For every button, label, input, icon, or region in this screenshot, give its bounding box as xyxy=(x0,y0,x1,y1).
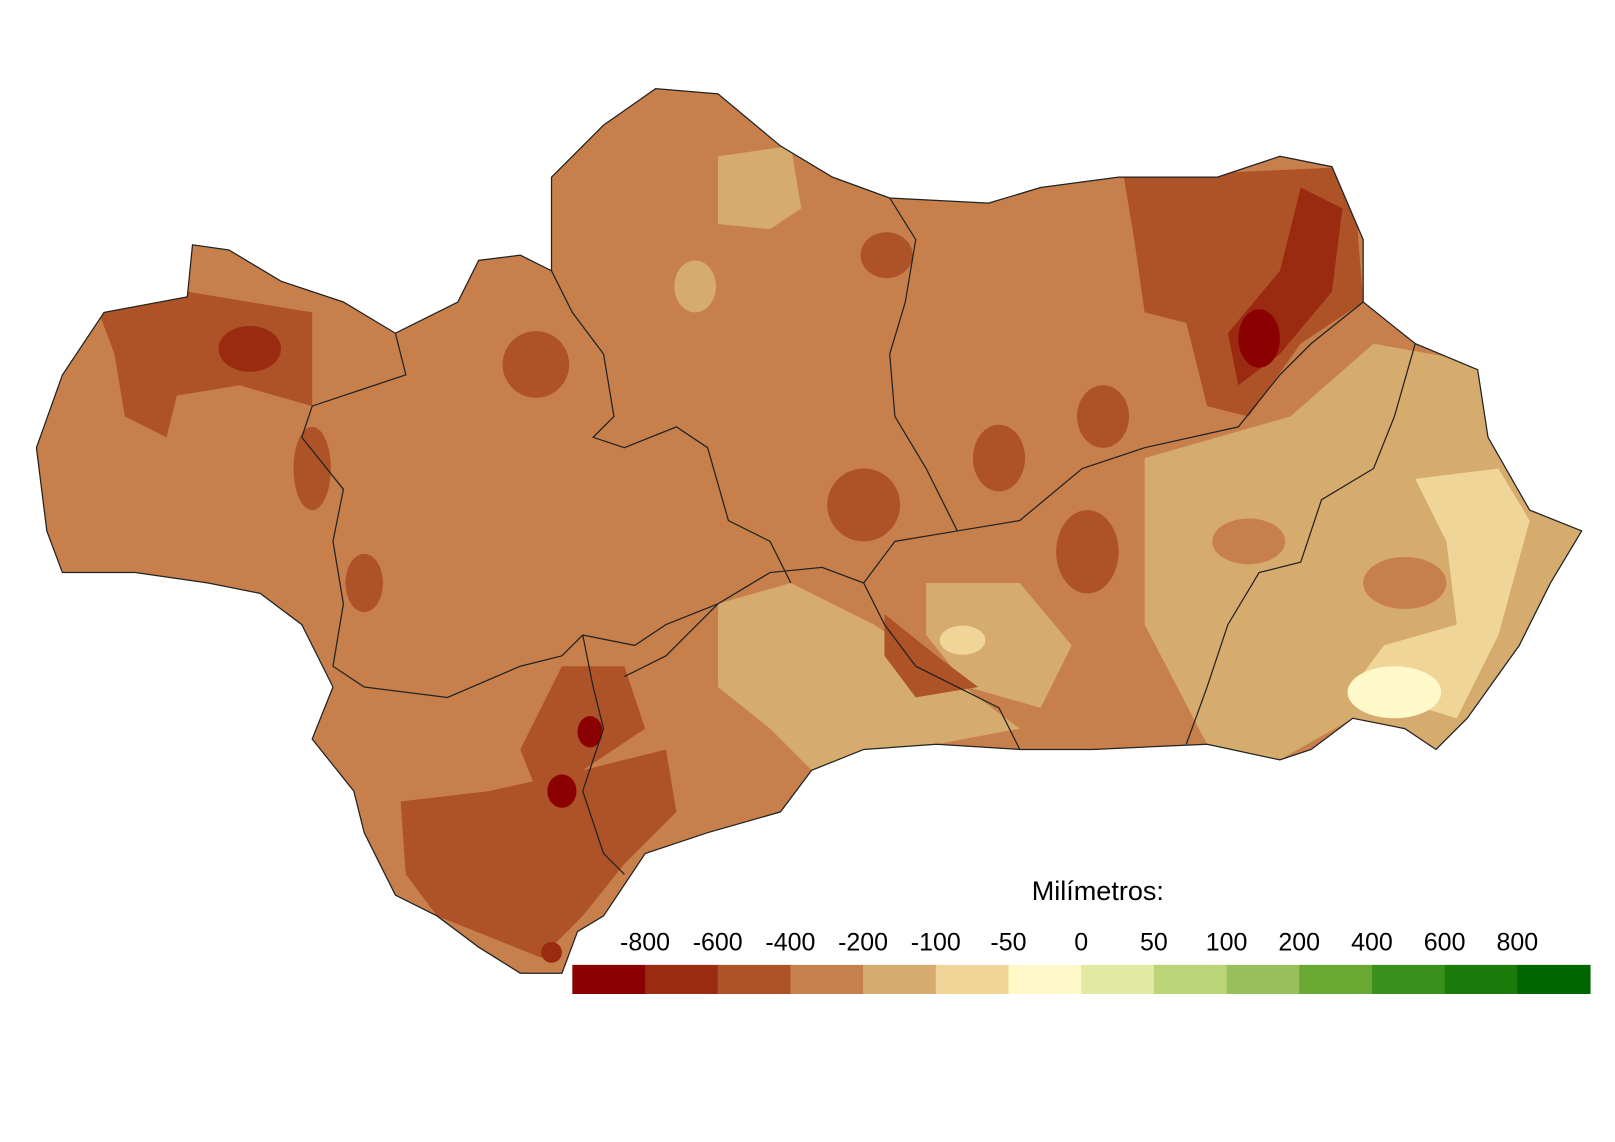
zone xyxy=(1077,385,1130,448)
zone xyxy=(1347,666,1442,719)
zone xyxy=(884,614,979,698)
zone xyxy=(547,774,577,808)
zone xyxy=(293,426,331,511)
legend-label: -200 xyxy=(838,929,888,957)
zone xyxy=(218,325,281,372)
zone xyxy=(939,625,986,655)
province-border xyxy=(863,582,1021,750)
legend-label: -400 xyxy=(765,929,815,957)
legend-swatch xyxy=(1008,964,1082,995)
zone xyxy=(345,553,383,613)
legend-swatch xyxy=(1153,964,1228,995)
zone xyxy=(1238,309,1280,368)
province-border xyxy=(301,301,1364,699)
zone xyxy=(1363,556,1447,609)
legend-label: 600 xyxy=(1424,929,1466,957)
legend-swatch xyxy=(717,964,791,995)
legend-label: -800 xyxy=(620,929,670,957)
legend-label: 0 xyxy=(1074,929,1088,957)
legend-label: 800 xyxy=(1496,929,1538,957)
legend-label: 200 xyxy=(1278,929,1320,957)
zone xyxy=(1352,468,1530,719)
legend-swatch xyxy=(572,964,646,995)
province-border xyxy=(624,603,719,678)
legend-swatch xyxy=(1081,964,1155,995)
zone xyxy=(577,716,603,748)
zone xyxy=(718,582,1020,771)
legend-swatch xyxy=(1444,964,1518,995)
province-border xyxy=(582,634,625,875)
legend-swatch xyxy=(935,964,1010,995)
legend-label: -600 xyxy=(693,929,743,957)
zone xyxy=(718,145,802,230)
legend-label: 400 xyxy=(1351,929,1393,957)
legend-swatch xyxy=(1299,964,1373,995)
province-border xyxy=(889,197,958,532)
legend-swatch xyxy=(863,964,937,995)
zone xyxy=(674,260,716,313)
zone xyxy=(400,749,677,958)
legend: Milímetros: -800 -600 -400 -200 -100 -50 0 50 10… xyxy=(572,876,1591,995)
region-outline xyxy=(35,88,1583,974)
zone xyxy=(860,232,913,279)
zone xyxy=(502,331,570,398)
zone xyxy=(1056,510,1119,594)
legend-swatch xyxy=(1371,964,1446,995)
legend-label: -100 xyxy=(911,929,961,957)
province-borders xyxy=(35,88,1583,974)
province-border xyxy=(1185,343,1416,745)
zone xyxy=(827,468,901,542)
legend-label: -50 xyxy=(990,929,1026,957)
zone xyxy=(972,424,1025,492)
legend-swatch xyxy=(790,964,864,995)
province-border xyxy=(550,270,792,584)
legend-swatch xyxy=(645,964,719,995)
legend-swatch xyxy=(1517,964,1591,995)
legend-swatch xyxy=(1226,964,1300,995)
legend-title: Milímetros: xyxy=(1032,876,1164,906)
zone xyxy=(541,941,562,963)
zone xyxy=(1212,518,1286,565)
legend-label: 50 xyxy=(1140,929,1168,957)
legend-label: 100 xyxy=(1206,929,1248,957)
